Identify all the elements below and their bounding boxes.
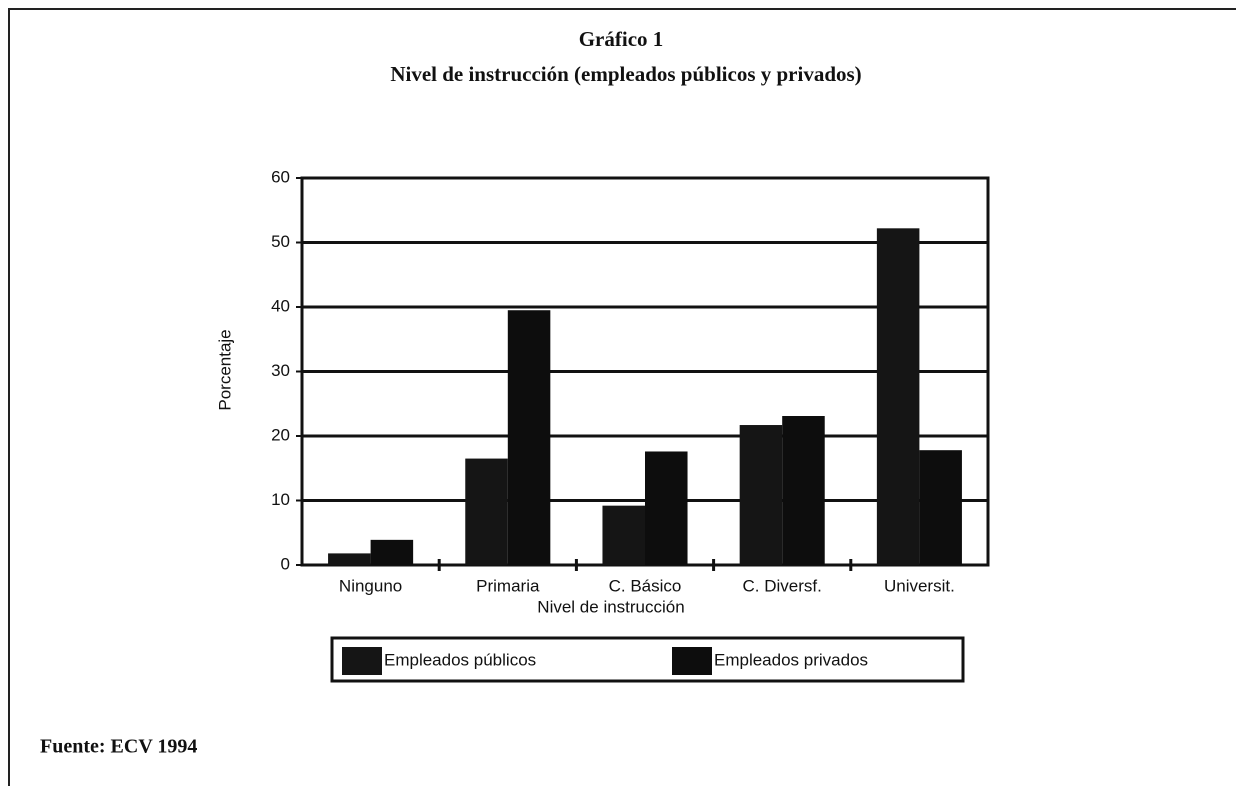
legend-swatch xyxy=(342,647,382,675)
y-tick-label: 40 xyxy=(271,296,290,315)
x-tick-label: C. Diversf. xyxy=(743,576,822,595)
legend-label: Empleados privados xyxy=(714,650,868,669)
source-note: Fuente: ECV 1994 xyxy=(40,736,197,758)
y-axis-label: Porcentaje xyxy=(215,329,234,410)
chart-title: Gráfico 1 xyxy=(579,27,664,51)
bar xyxy=(645,451,688,565)
bar xyxy=(602,505,645,565)
bar xyxy=(507,310,551,565)
y-tick-label: 50 xyxy=(271,232,290,251)
legend-swatch xyxy=(672,647,712,675)
x-tick-label: Ninguno xyxy=(339,576,402,595)
y-tick-label: 10 xyxy=(271,490,290,509)
x-tick-label: Primaria xyxy=(476,576,540,595)
x-axis-label: Nivel de instrucción xyxy=(537,597,684,616)
legend-label: Empleados públicos xyxy=(384,650,536,669)
bar xyxy=(919,450,962,565)
y-tick-label: 0 xyxy=(281,554,290,573)
x-tick-label: C. Básico xyxy=(609,576,682,595)
y-tick-label: 20 xyxy=(271,425,290,444)
y-tick-label: 60 xyxy=(271,167,290,186)
chart-subtitle: Nivel de instrucción (empleados públicos… xyxy=(390,62,861,86)
bar xyxy=(370,539,414,565)
y-tick-label: 30 xyxy=(271,361,290,380)
x-tick-label: Universit. xyxy=(884,576,955,595)
bar xyxy=(465,458,508,565)
legend-box xyxy=(330,636,965,683)
bar xyxy=(876,228,920,565)
bar xyxy=(782,416,825,565)
bar xyxy=(739,425,783,565)
bar xyxy=(328,553,371,565)
